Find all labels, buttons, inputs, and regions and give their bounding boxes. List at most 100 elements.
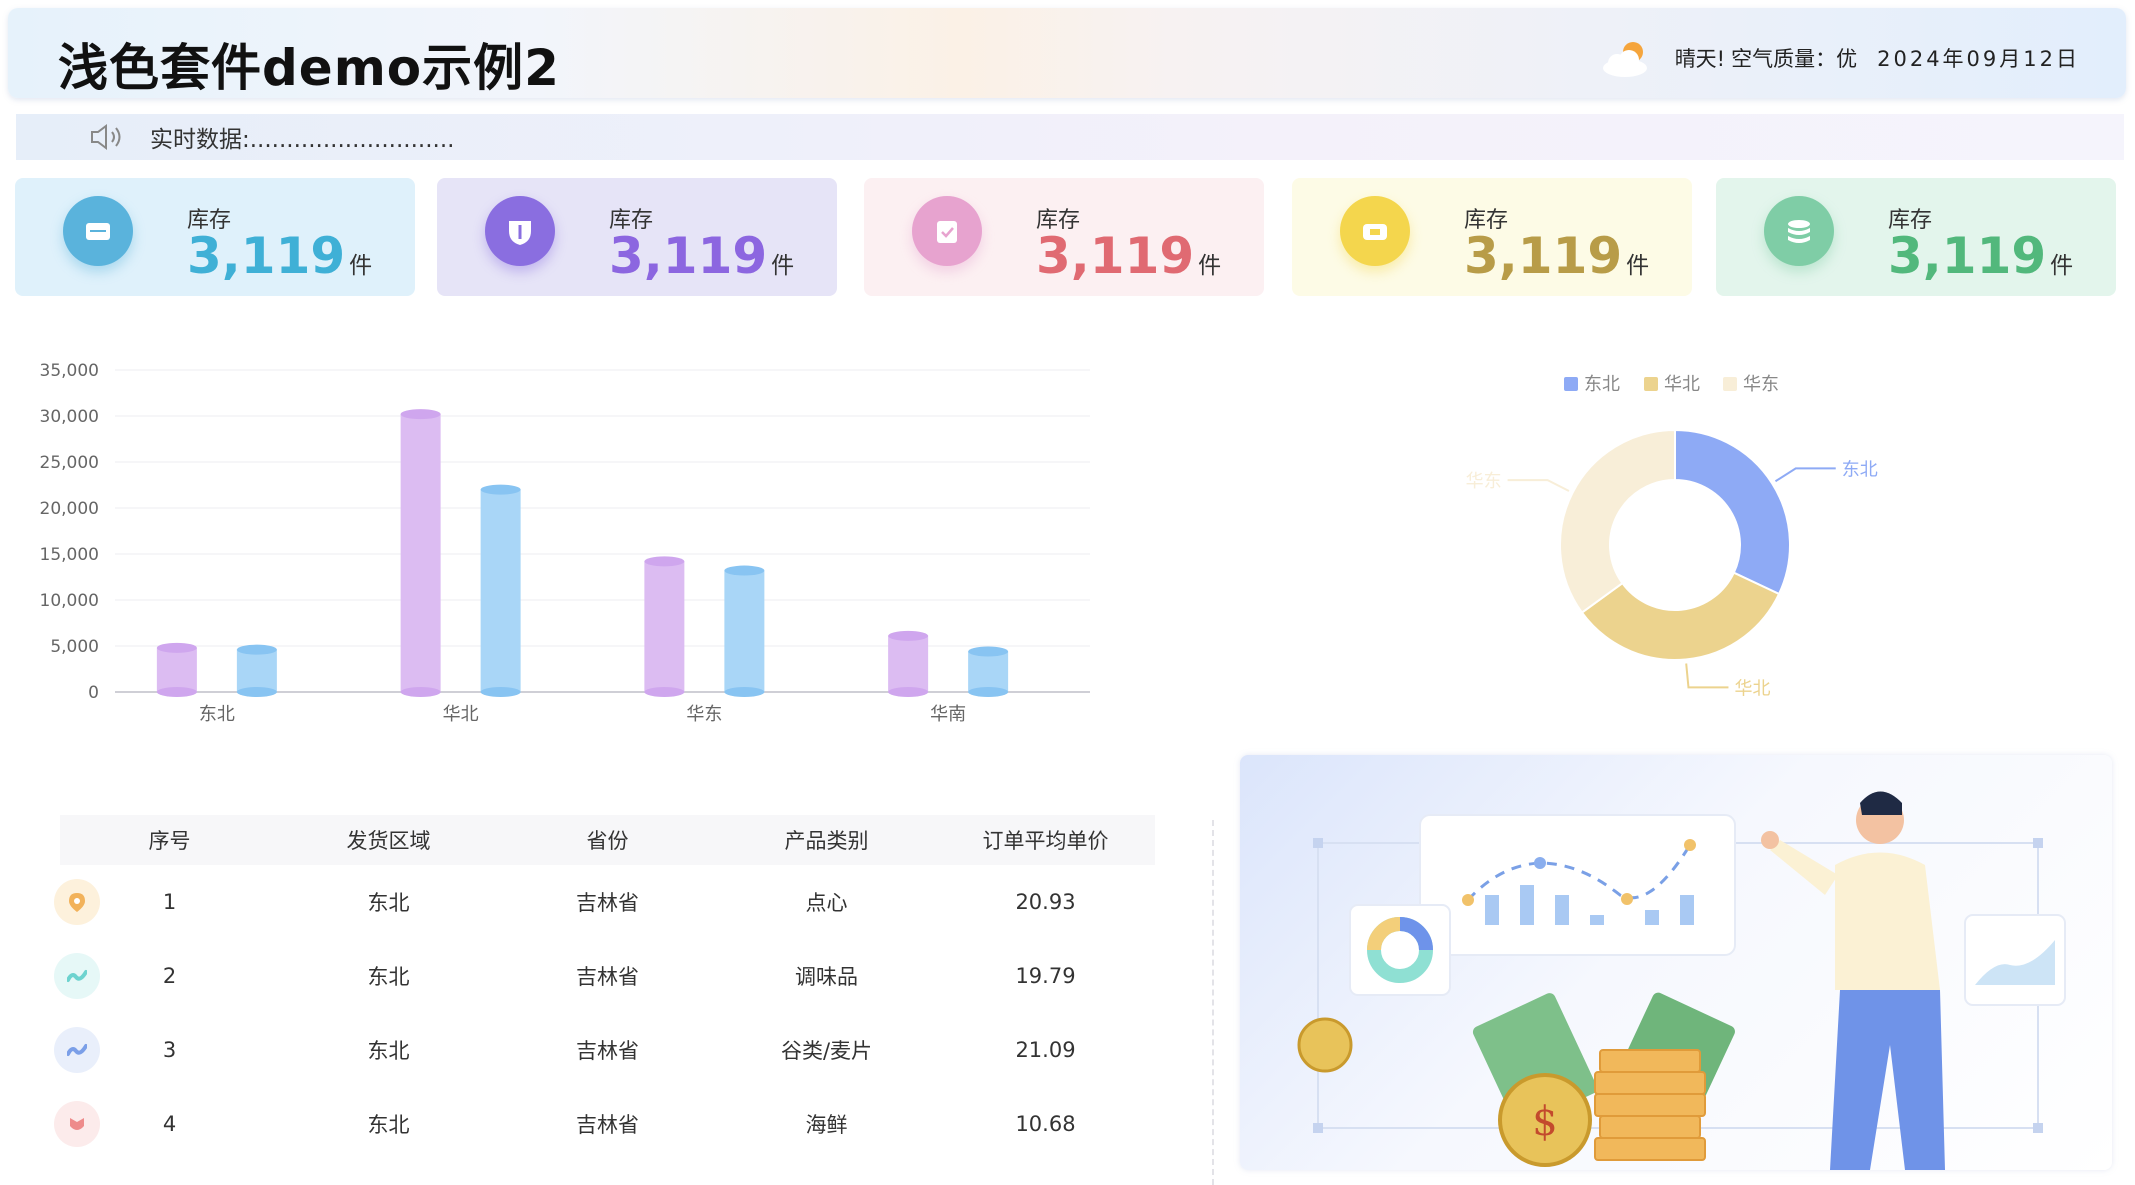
ticket-icon — [1340, 196, 1410, 266]
kpi-value: 3,119 件 — [1888, 226, 2073, 296]
bar — [236, 649, 277, 692]
table-row[interactable]: 1 东北 吉林省 点心 20.93 — [54, 865, 1155, 939]
bar-chart: 0 5,000 10,000 15,000 20,000 25,000 30,000 35,0… — [20, 345, 1100, 735]
svg-text:$: $ — [1532, 1099, 1557, 1145]
slice-label: 华东 — [1466, 471, 1502, 492]
kpi-unit: 件 — [349, 253, 373, 279]
column-header: 省份 — [586, 829, 629, 853]
bar-cap — [156, 642, 197, 653]
bar-base — [724, 687, 765, 697]
kpi-number: 3,119 — [609, 227, 768, 285]
donut-slice — [1559, 428, 1676, 614]
bar-base — [644, 687, 685, 697]
kpi-label: 库存 — [609, 208, 654, 233]
kpi-value: 3,119 件 — [1036, 226, 1221, 296]
legend-label: 东北 — [1584, 374, 1620, 395]
bar-base — [236, 687, 277, 697]
column-header: 序号 — [148, 829, 191, 853]
table-cell: 3 — [162, 1038, 177, 1062]
y-tick-label: 15,000 — [40, 545, 99, 565]
table-cell: 吉林省 — [576, 1039, 639, 1063]
table-cell: 东北 — [367, 1039, 410, 1063]
donut-chart: 东北 华北 华东 东北 华北 华东 — [1440, 355, 1960, 715]
table-header: 序号 发货区域 省份 产品类别 订单平均单价 — [60, 815, 1155, 865]
bar-cap — [400, 409, 441, 420]
leader-line — [1685, 663, 1729, 689]
kpi-number: 3,119 — [1888, 227, 2047, 285]
kpi-unit: 件 — [1626, 253, 1650, 279]
y-tick-label: 20,000 — [40, 499, 99, 519]
mail-icon — [63, 196, 133, 266]
x-tick-label: 东北 — [199, 704, 235, 725]
table-cell: 东北 — [367, 965, 410, 989]
bar — [400, 414, 441, 692]
sun-cloud-icon — [1599, 38, 1655, 78]
column-header: 发货区域 — [346, 829, 431, 853]
table-cell: 19.79 — [1015, 964, 1076, 988]
kpi-label: 库存 — [1464, 208, 1509, 233]
column-header: 订单平均单价 — [982, 829, 1109, 853]
bar-base — [400, 687, 441, 697]
kpi-card-4: 库存 3,119 件 — [1292, 178, 1692, 296]
kpi-card-2: 库存 3,119 件 — [437, 178, 837, 296]
shield-icon — [485, 196, 555, 266]
kpi-number: 3,119 — [187, 227, 346, 285]
legend-label: 华东 — [1743, 374, 1779, 395]
weather-text: 晴天! — [1674, 47, 1726, 71]
bar-base — [968, 687, 1009, 697]
donut-slice — [1674, 428, 1791, 596]
slice-label: 东北 — [1842, 459, 1878, 480]
table-cell: 东北 — [367, 1113, 410, 1137]
database-icon — [1764, 196, 1834, 266]
y-tick-label: 5,000 — [50, 637, 99, 657]
table-cell: 吉林省 — [576, 965, 639, 989]
table-cell: 东北 — [367, 891, 410, 915]
bar-cap — [724, 565, 765, 576]
table-cell: 21.09 — [1015, 1038, 1076, 1062]
table-cell: 谷类/麦片 — [780, 1039, 873, 1063]
ticker-label: 实时数据:............................ — [150, 127, 455, 153]
legend-swatch — [1723, 377, 1737, 391]
kpi-label: 库存 — [1888, 208, 1933, 233]
kpi-label: 库存 — [1036, 208, 1081, 233]
kpi-unit: 件 — [1198, 253, 1222, 279]
table-cell: 2 — [162, 964, 177, 988]
kpi-card-1: 库存 3,119 件 — [15, 178, 415, 296]
table-cell: 吉林省 — [576, 1113, 639, 1137]
bar-cap — [480, 484, 521, 495]
table-row[interactable]: 2 东北 吉林省 调味品 19.79 — [54, 939, 1155, 1013]
table-cell: 10.68 — [1015, 1112, 1076, 1136]
y-tick-label: 0 — [88, 683, 99, 703]
kpi-value: 3,119 件 — [609, 226, 794, 296]
location-pin-icon — [54, 879, 100, 925]
table-cell: 调味品 — [795, 965, 858, 989]
bar — [156, 647, 197, 692]
kpi-number: 3,119 — [1036, 227, 1195, 285]
tulip-icon — [54, 1101, 100, 1147]
realtime-ticker: 实时数据:............................ — [16, 114, 2124, 160]
table-cell: 4 — [162, 1112, 177, 1136]
kpi-value: 3,119 件 — [187, 226, 372, 296]
kpi-unit: 件 — [771, 253, 795, 279]
bar-base — [480, 687, 521, 697]
x-tick-label: 华北 — [443, 704, 479, 725]
bar-cap — [968, 646, 1009, 657]
y-tick-label: 30,000 — [40, 407, 99, 427]
kpi-value: 3,119 件 — [1464, 226, 1649, 296]
kpi-label: 库存 — [187, 208, 232, 233]
bar — [968, 651, 1009, 692]
business-illustration: $ — [1240, 755, 2112, 1170]
kpi-card-3: 库存 3,119 件 — [864, 178, 1264, 296]
bar-base — [888, 687, 929, 697]
air-quality-text: 空气质量：优 — [1731, 47, 1858, 71]
y-tick-label: 10,000 — [40, 591, 99, 611]
table-row[interactable]: 3 东北 吉林省 谷类/麦片 21.09 — [54, 1013, 1155, 1087]
slice-label: 华北 — [1734, 678, 1770, 699]
header-banner: 浅色套件demo示例2 晴天! 空气质量：优 2024年09月12日 — [8, 8, 2126, 98]
legend-swatch — [1564, 377, 1578, 391]
bar-base — [156, 687, 197, 697]
leader-line — [1507, 479, 1570, 492]
table-cell: 1 — [162, 890, 177, 914]
kpi-unit: 件 — [2050, 253, 2074, 279]
table-row[interactable]: 4 东北 吉林省 海鲜 10.68 — [54, 1087, 1155, 1161]
